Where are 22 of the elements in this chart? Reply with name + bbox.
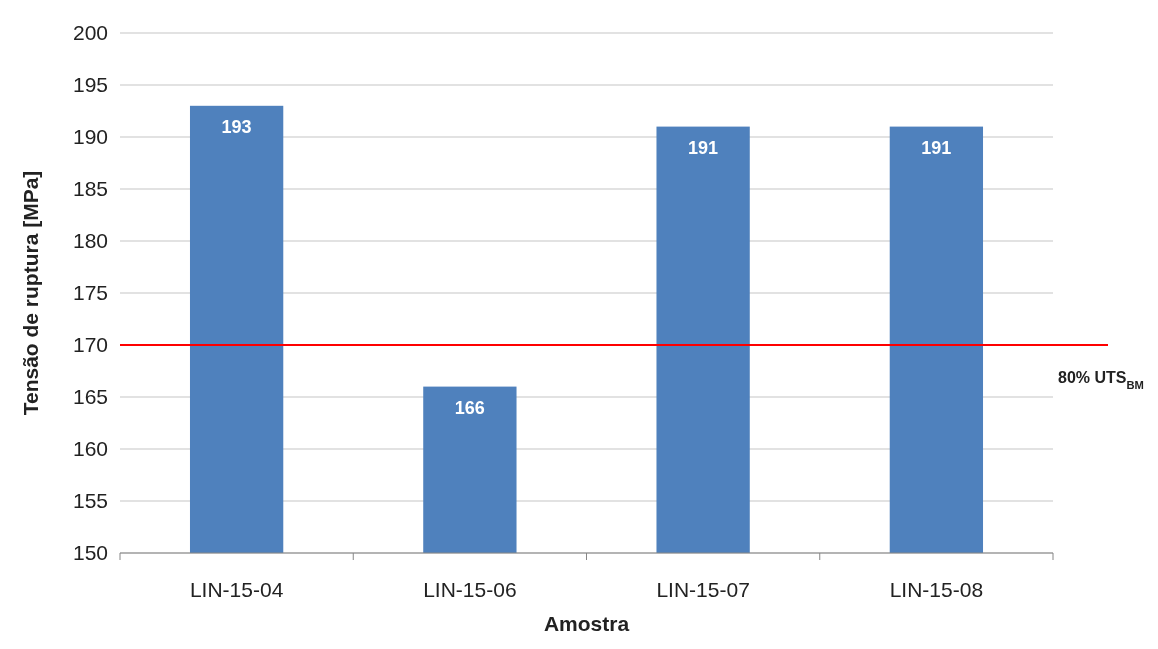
y-tick-label: 175 — [72, 281, 108, 305]
y-tick-label: 180 — [72, 229, 108, 253]
x-axis-title: Amostra — [543, 612, 630, 635]
y-tick-label: 155 — [72, 489, 108, 513]
x-tick-label: LIN-15-06 — [423, 578, 517, 601]
x-tick-label: LIN-15-08 — [889, 578, 984, 601]
ref-line-label: 80% UTS$_{BM}$ — [1058, 369, 1144, 391]
data-label: 191 — [921, 137, 952, 158]
y-tick-label: 150 — [72, 541, 108, 565]
y-tick-label: 195 — [72, 73, 108, 97]
data-label: 193 — [221, 116, 252, 137]
y-tick-label: 200 — [72, 21, 108, 45]
y-tick-label: 165 — [72, 385, 108, 409]
y-tick-label: 170 — [72, 333, 108, 357]
data-label: 166 — [454, 397, 485, 418]
y-tick-label: 190 — [72, 125, 108, 149]
x-tick-label: LIN-15-04 — [189, 578, 284, 601]
y-axis-title: Tensão de ruptura [MPa] — [19, 170, 42, 416]
x-tick-label: LIN-15-07 — [656, 578, 750, 601]
y-tick-label: 160 — [72, 437, 108, 461]
data-label: 191 — [688, 137, 719, 158]
y-tick-label: 185 — [72, 177, 108, 201]
